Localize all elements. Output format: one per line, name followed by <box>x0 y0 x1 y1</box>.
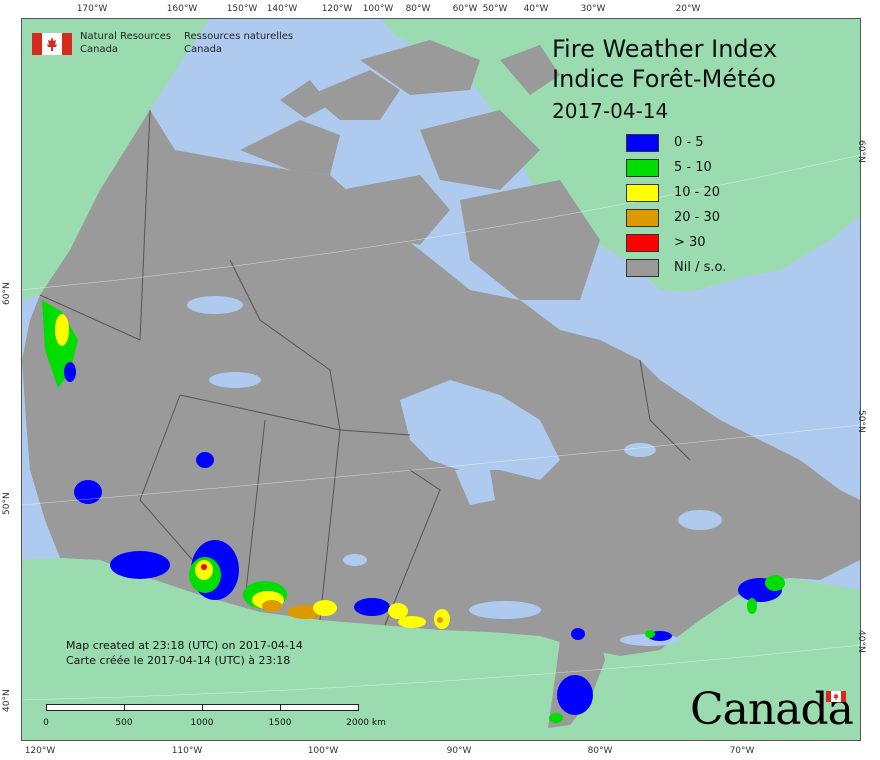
legend-label: 0 - 5 <box>674 135 704 150</box>
lon-tick-top-3: 150°W <box>226 4 258 14</box>
scale-segment <box>124 704 203 711</box>
title-french: Indice Forêt-Météo <box>552 65 776 93</box>
usa <box>21 558 861 741</box>
legend-label: Nil / s.o. <box>674 260 727 275</box>
lon-tick-bottom-5: 80°W <box>587 746 613 756</box>
lon-tick-bottom-3: 100°W <box>307 746 339 756</box>
lon-tick-bottom-2: 110°W <box>171 746 203 756</box>
lon-tick-top-8: 60°W <box>452 4 478 14</box>
lon-tick-top-10: 40°W <box>523 4 549 14</box>
lon-tick-top-12: 20°W <box>675 4 701 14</box>
graticule <box>20 154 862 701</box>
lat-tick-left-3: 40°N <box>2 689 12 712</box>
lon-tick-bottom-1: 120°W <box>24 746 56 756</box>
legend-swatch <box>626 159 659 177</box>
legend-label: 10 - 20 <box>674 185 721 200</box>
scale-segment <box>280 704 359 711</box>
alaska <box>21 18 210 300</box>
lat-tick-right-1: 60°N <box>856 140 866 163</box>
scale-label: 1000 <box>190 718 214 728</box>
scale-label: 2000 km <box>346 718 386 728</box>
legend-swatch <box>626 184 659 202</box>
legend-swatch <box>626 209 659 227</box>
lat-tick-left-2: 50°N <box>2 492 12 515</box>
lon-tick-bottom-6: 70°W <box>729 746 755 756</box>
legend-label: 5 - 10 <box>674 160 712 175</box>
title-english: Fire Weather Index <box>552 35 778 63</box>
fwi-patches <box>42 300 785 723</box>
map-date: 2017-04-14 <box>552 99 669 123</box>
canada-flag-icon <box>32 33 72 55</box>
legend-label: 20 - 30 <box>674 210 721 225</box>
scale-label: 0 <box>43 718 49 728</box>
scale-segment <box>46 704 125 711</box>
scale-label: 500 <box>115 718 133 728</box>
map-title: Fire Weather Index Indice Forêt-Météo 20… <box>552 34 777 126</box>
lat-tick-right-3: 40°N <box>856 630 866 653</box>
legend-swatch <box>626 234 659 252</box>
lat-tick-right-2: 50°N <box>856 410 866 433</box>
lon-tick-top-6: 100°W <box>362 4 394 14</box>
arctic-islands <box>240 40 600 300</box>
inland-water <box>187 296 722 646</box>
canada-land <box>22 110 860 656</box>
lon-tick-top-1: 170°W <box>76 4 108 14</box>
lat-tick-left-1: 60°N <box>2 282 12 305</box>
agency-name-en: Natural Resources Canada <box>80 31 172 55</box>
greenland <box>380 18 861 292</box>
scale-label: 1500 <box>268 718 292 728</box>
lon-tick-top-11: 30°W <box>580 4 606 14</box>
wordmark-flag-icon <box>826 691 846 702</box>
lon-tick-top-4: 140°W <box>266 4 298 14</box>
legend-swatch <box>626 259 659 277</box>
map-credit: Map created at 23:18 (UTC) on 2017-04-14… <box>66 638 303 668</box>
legend-swatch <box>626 134 659 152</box>
credit-english: Map created at 23:18 (UTC) on 2017-04-14 <box>66 639 303 652</box>
lon-tick-top-5: 120°W <box>321 4 353 14</box>
credit-french: Carte créée le 2017-04-14 (UTC) à 23:18 <box>66 654 291 667</box>
scale-bar: 0 500 1000 1500 2000 km <box>43 704 386 734</box>
legend-label: > 30 <box>674 235 706 250</box>
lon-tick-top-7: 80°W <box>405 4 431 14</box>
scale-segment <box>202 704 281 711</box>
lon-tick-top-2: 160°W <box>166 4 198 14</box>
province-borders <box>39 109 691 626</box>
lon-tick-top-9: 50°W <box>482 4 508 14</box>
agency-name-fr: Ressources naturelles Canada <box>184 31 294 55</box>
lon-tick-bottom-4: 90°W <box>446 746 472 756</box>
